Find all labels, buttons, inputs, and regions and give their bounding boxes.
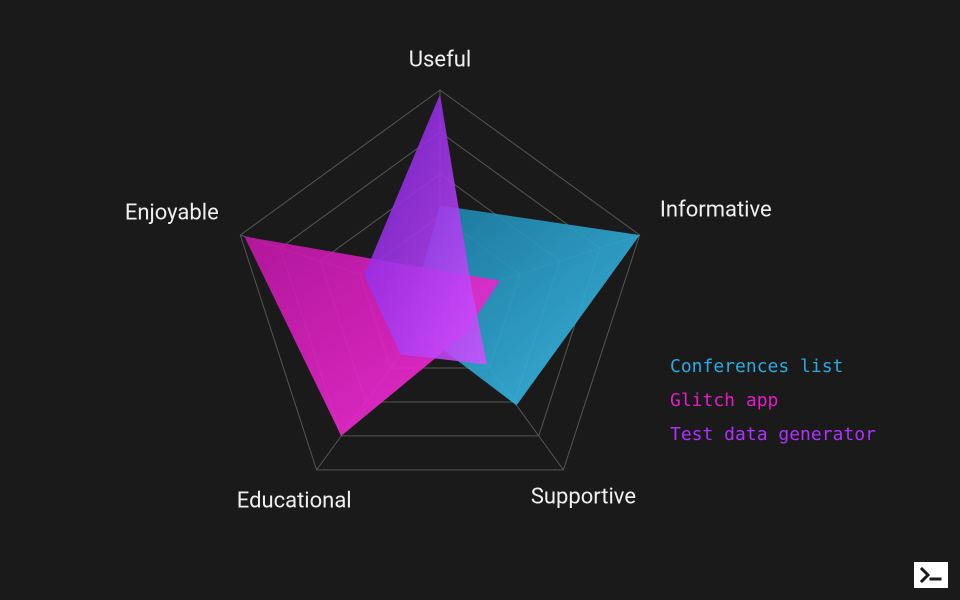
- legend-item: Glitch app: [670, 384, 876, 418]
- radar-chart: [0, 0, 960, 600]
- legend-item: Conferences list: [670, 350, 876, 384]
- terminal-icon: [914, 562, 948, 588]
- axis-label: Educational: [237, 488, 352, 513]
- legend: Conferences listGlitch appTest data gene…: [670, 350, 876, 453]
- axis-label: Informative: [660, 198, 772, 223]
- axis-label: Enjoyable: [125, 200, 219, 225]
- axis-label: Useful: [409, 48, 471, 73]
- legend-item: Test data generator: [670, 418, 876, 452]
- axis-label: Supportive: [531, 485, 636, 510]
